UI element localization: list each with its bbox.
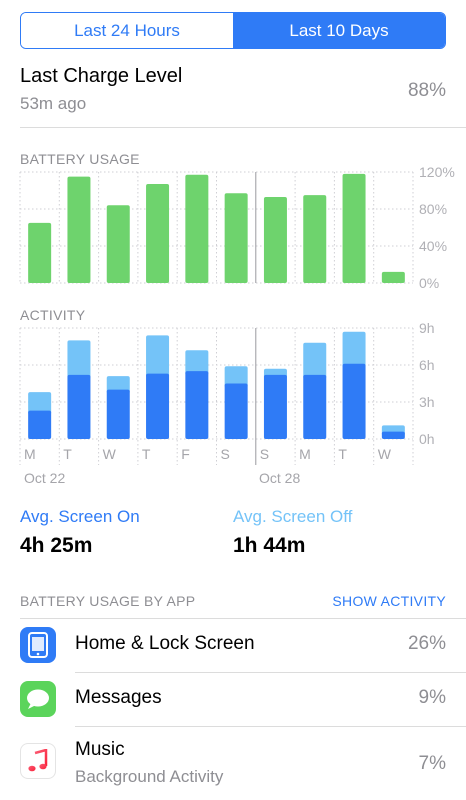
- avg-screen-off-label: Avg. Screen Off: [233, 507, 353, 526]
- battery-bar: [342, 173, 366, 283]
- activity-label: ACTIVITY: [20, 307, 86, 323]
- last-charge-value: 88%: [407, 80, 446, 101]
- battery-y-tick: 80%: [419, 201, 447, 217]
- activity-bar-screen-on: [28, 410, 52, 439]
- activity-bar-screen-off: [28, 392, 52, 415]
- activity-bar-screen-on: [263, 374, 287, 439]
- battery-usage-by-app-header: BATTERY USAGE BY APP: [20, 593, 196, 609]
- app-percentage: 7%: [418, 753, 446, 774]
- day-label: T: [338, 446, 347, 462]
- battery-bar: [185, 174, 209, 283]
- activity-bar-screen-on: [381, 431, 405, 439]
- app-row-music[interactable]: Music Background Activity 7%: [0, 727, 466, 800]
- avg-screen-off-value: 1h 44m: [233, 534, 306, 557]
- activity-bar-screen-off: [224, 366, 248, 388]
- music-icon: [20, 743, 56, 779]
- show-activity-button[interactable]: SHOW ACTIVITY: [332, 593, 446, 609]
- activity-bar-screen-on: [185, 371, 209, 439]
- activity-y-tick: 6h: [419, 357, 435, 373]
- activity-bar-screen-off: [106, 376, 130, 394]
- app-name: Messages: [75, 687, 162, 708]
- activity-bar-screen-off: [303, 342, 327, 379]
- messages-icon: [20, 681, 56, 717]
- home-lock-screen-icon: [20, 627, 56, 663]
- activity-y-tick: 3h: [419, 394, 435, 410]
- day-label: W: [103, 446, 117, 462]
- battery-bar: [303, 195, 327, 283]
- day-label: S: [260, 446, 269, 462]
- activity-bar-screen-off: [185, 350, 209, 376]
- battery-bar: [146, 184, 170, 283]
- divider: [20, 127, 466, 128]
- usage-charts: 120% 80% 40% 0% 9h 6h 3h 0h M T W T F S S M T W Oct 22 Oct …: [19, 164, 455, 486]
- activity-bar-screen-off: [146, 335, 170, 378]
- battery-y-tick: 40%: [419, 238, 447, 254]
- activity-bar-screen-on: [146, 373, 170, 439]
- activity-bar-screen-off: [342, 331, 366, 368]
- time-range-segmented-control: Last 24 Hours Last 10 Days: [20, 12, 446, 49]
- battery-y-tick: 0%: [419, 275, 439, 291]
- activity-bar-screen-on: [303, 374, 327, 439]
- battery-usage-label: BATTERY USAGE: [20, 151, 140, 167]
- date-label: Oct 22: [24, 470, 65, 486]
- battery-bar: [263, 196, 287, 283]
- divider: [75, 726, 466, 727]
- app-name: Home & Lock Screen: [75, 633, 255, 654]
- battery-bar: [67, 176, 91, 283]
- battery-y-tick: 120%: [419, 164, 455, 180]
- avg-screen-on-value: 4h 25m: [20, 534, 93, 557]
- avg-screen-on-label: Avg. Screen On: [20, 507, 140, 526]
- day-label: T: [142, 446, 151, 462]
- day-label: F: [181, 446, 190, 462]
- battery-bar: [381, 271, 405, 283]
- app-percentage: 9%: [418, 687, 446, 708]
- segment-last-10-days[interactable]: Last 10 Days: [233, 13, 445, 48]
- activity-bar-screen-on: [342, 363, 366, 439]
- activity-y-tick: 9h: [419, 320, 435, 336]
- app-name: Music: [75, 739, 125, 760]
- divider: [20, 618, 466, 619]
- activity-bar-screen-off: [67, 340, 91, 379]
- last-charge-time: 53m ago: [20, 94, 87, 113]
- app-subtitle: Background Activity: [75, 767, 224, 786]
- day-label: M: [299, 446, 311, 462]
- day-label: S: [221, 446, 230, 462]
- app-percentage: 26%: [407, 633, 446, 654]
- day-label: M: [24, 446, 36, 462]
- battery-bar: [106, 205, 130, 283]
- segment-last-24-hours[interactable]: Last 24 Hours: [21, 13, 233, 48]
- activity-y-tick: 0h: [419, 431, 435, 447]
- activity-bar-screen-on: [106, 389, 130, 439]
- activity-bar-screen-on: [67, 374, 91, 439]
- app-row-messages[interactable]: Messages 9%: [0, 673, 466, 727]
- app-row-home-lock-screen[interactable]: Home & Lock Screen 26%: [0, 619, 466, 673]
- activity-bar-screen-on: [224, 383, 248, 439]
- battery-bar: [28, 222, 52, 283]
- day-label: W: [378, 446, 392, 462]
- date-label: Oct 28: [259, 470, 300, 486]
- day-label: T: [63, 446, 72, 462]
- last-charge-title: Last Charge Level: [20, 65, 183, 87]
- battery-bar: [224, 193, 248, 283]
- divider: [75, 672, 466, 673]
